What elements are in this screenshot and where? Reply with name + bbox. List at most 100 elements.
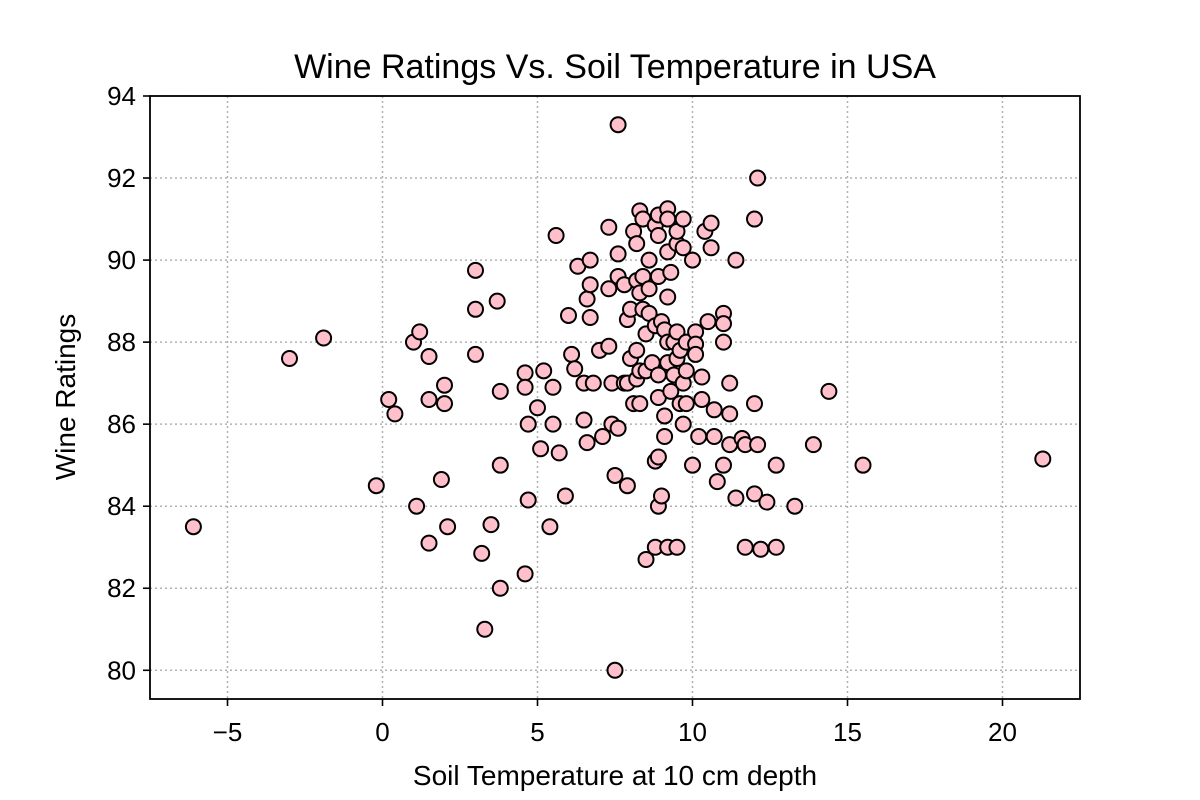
data-point — [690, 427, 708, 445]
data-point — [854, 456, 872, 474]
data-point — [668, 538, 686, 556]
data-point — [535, 362, 553, 380]
data-point — [584, 374, 602, 392]
data-point — [516, 565, 534, 583]
y-tick-label: 88 — [107, 327, 136, 357]
data-point — [432, 471, 450, 489]
data-point — [687, 345, 705, 363]
data-point — [749, 169, 767, 187]
data-point — [516, 378, 534, 396]
data-point — [439, 518, 457, 536]
data-point — [411, 323, 429, 341]
data-point — [656, 407, 674, 425]
y-tick-label: 82 — [107, 573, 136, 603]
x-tick-label: 0 — [375, 717, 389, 747]
data-point — [594, 427, 612, 445]
data-point — [550, 444, 568, 462]
data-point — [618, 477, 636, 495]
data-point — [662, 263, 680, 281]
data-point — [746, 395, 763, 413]
x-axis: −5 0 5 10 15 20 — [213, 699, 1017, 747]
chart-title: Wine Ratings Vs. Soil Temperature in USA — [294, 48, 936, 86]
data-point — [804, 436, 822, 454]
data-point — [488, 292, 506, 310]
data-point — [600, 337, 618, 355]
data-point — [575, 411, 593, 429]
data-point — [467, 345, 484, 363]
data-point — [609, 245, 627, 263]
data-point — [566, 360, 584, 378]
data-point — [315, 329, 333, 347]
data-point — [705, 427, 723, 445]
data-point — [491, 456, 509, 474]
data-point — [606, 661, 624, 679]
data-point — [637, 551, 655, 569]
plot-frame — [149, 95, 1081, 700]
data-point — [532, 440, 550, 458]
data-point — [467, 300, 484, 318]
data-point — [649, 226, 667, 244]
data-point — [482, 516, 500, 534]
data-point — [749, 436, 767, 454]
data-point — [420, 391, 438, 409]
x-tick-label: 10 — [678, 717, 707, 747]
data-point — [578, 434, 596, 452]
data-point — [581, 251, 599, 269]
data-point — [467, 261, 484, 279]
data-point — [684, 251, 701, 269]
data-point — [684, 456, 701, 474]
data-point — [600, 218, 618, 236]
data-point — [659, 288, 677, 306]
y-tick-label: 94 — [107, 81, 136, 111]
data-point — [1034, 450, 1052, 468]
data-point — [519, 491, 537, 509]
data-point — [640, 280, 658, 298]
data-point — [473, 544, 491, 562]
data-point — [578, 290, 596, 308]
data-point — [606, 466, 624, 484]
data-point — [693, 391, 711, 409]
data-point — [715, 333, 732, 351]
data-point — [281, 350, 298, 368]
x-axis-label: Soil Temperature at 10 cm depth — [413, 760, 817, 791]
data-point — [541, 518, 559, 536]
data-point — [727, 489, 745, 507]
data-point — [746, 485, 763, 503]
data-point — [184, 518, 202, 536]
data-point — [640, 251, 658, 269]
data-point — [767, 456, 785, 474]
data-point — [420, 534, 438, 552]
data-point — [380, 391, 398, 409]
data-point — [556, 487, 574, 505]
data-point — [721, 374, 739, 392]
data-point — [715, 315, 732, 333]
data-point — [715, 456, 732, 474]
data-point — [367, 477, 385, 495]
data-point — [386, 405, 404, 423]
data-point — [581, 309, 599, 327]
data-point — [677, 362, 695, 380]
data-point — [674, 415, 692, 433]
data-point — [758, 493, 776, 511]
data-point — [820, 382, 838, 400]
data-point — [662, 382, 680, 400]
data-point — [628, 341, 646, 359]
data-point — [436, 395, 453, 413]
grid — [150, 95, 1080, 699]
y-axis: 80 82 84 86 88 90 92 94 — [107, 81, 150, 685]
data-point — [736, 538, 754, 556]
data-point — [581, 276, 599, 294]
data-point — [727, 251, 745, 269]
data-point — [544, 415, 562, 433]
x-tick-label: 5 — [530, 717, 544, 747]
points-layer — [184, 116, 1052, 679]
x-tick-label: −5 — [213, 717, 243, 747]
data-point — [705, 401, 723, 419]
data-point — [677, 395, 695, 413]
data-point — [547, 226, 565, 244]
y-tick-label: 80 — [107, 655, 136, 685]
data-point — [600, 280, 618, 298]
data-point — [408, 497, 426, 515]
data-point — [708, 473, 726, 491]
x-tick-label: 15 — [833, 717, 862, 747]
